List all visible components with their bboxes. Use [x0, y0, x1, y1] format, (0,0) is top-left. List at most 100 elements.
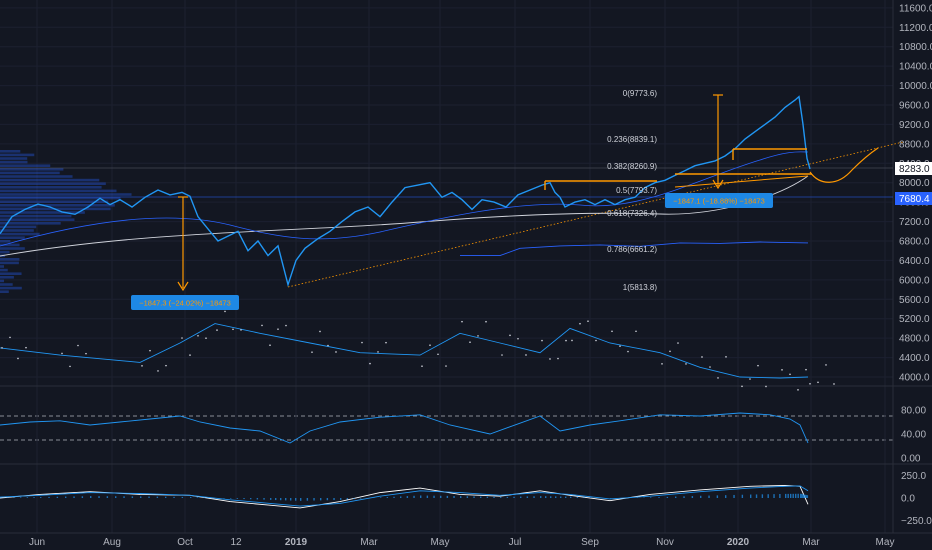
macd-histogram-bar [413, 495, 415, 498]
indicator-dot [595, 339, 597, 342]
macd-histogram-bar [123, 496, 125, 498]
indicator-dot [765, 385, 767, 388]
indicator-dot [77, 344, 79, 347]
trendline-dotted[interactable] [287, 141, 904, 288]
indicator-dot [619, 345, 621, 347]
macd-histogram-bar [300, 498, 302, 501]
macd-histogram-bar [570, 496, 572, 498]
current-price-badge[interactable]: 8283.0 [895, 162, 932, 175]
time-tick-label: Sep [581, 537, 599, 548]
macd-histogram-bar [426, 495, 429, 498]
indicator-dot [165, 364, 167, 367]
price-tick-label: 4000.0 [899, 373, 930, 384]
volume-profile-bar [0, 200, 109, 203]
volume-profile-bar [0, 268, 8, 272]
macd-histogram-bar [506, 496, 509, 498]
macd-histogram-bar [658, 497, 660, 498]
indicator-dot [485, 320, 487, 323]
volume-profile-bar [0, 189, 117, 193]
indicator-dot [240, 329, 242, 331]
macd-histogram-bar [550, 496, 552, 498]
macd-histogram-bar [473, 496, 475, 498]
macd-histogram-bar [73, 496, 75, 498]
indicator-dot [541, 339, 543, 342]
indicator-dot [525, 354, 527, 356]
indicator-dot [565, 339, 567, 342]
indicator-dot [725, 356, 727, 358]
indicator-dot [369, 362, 371, 365]
macd-histogram-bar [802, 494, 805, 498]
indicator-dot [437, 353, 439, 356]
macd-histogram-bar [393, 496, 395, 498]
fibonacci-retracement[interactable]: 0(9773.6) 0.236(8839.1) 0.382(8260.9) 0.5(7… [607, 89, 657, 292]
time-tick-label: Oct [177, 537, 193, 548]
macd-tick-label: 0.0 [901, 494, 915, 505]
indicator-dot [781, 369, 783, 371]
macd-tick-label: 250.0 [901, 471, 926, 482]
macd-histogram-bar [804, 494, 806, 498]
macd-histogram-bar [346, 498, 349, 500]
annotations[interactable] [177, 94, 879, 292]
volume-profile-bar [0, 240, 11, 243]
indicator-dot [445, 365, 447, 367]
macd-histogram-bar [446, 495, 449, 498]
measure-arrowhead-left [177, 281, 189, 292]
series-rsi [0, 412, 809, 444]
time-tick-label: Nov [656, 537, 674, 548]
volume-profile [0, 150, 132, 293]
indicator-dot [385, 341, 387, 344]
macd-histogram-bar [65, 496, 67, 498]
time-tick-label: Jul [509, 537, 522, 548]
series-secondary [460, 241, 809, 257]
fib-level-label: 0(9773.6) [623, 89, 658, 98]
time-tick-label: Mar [360, 537, 378, 548]
macd-histogram-bar [755, 494, 758, 498]
indicator-dot [157, 370, 159, 372]
measure-badge-left[interactable]: −1847.3 (−24.02%) −18473 [131, 295, 239, 310]
macd-histogram-bar [295, 498, 297, 501]
indicator-dot [335, 351, 337, 353]
indicator-dot [709, 366, 711, 368]
macd-histogram-bar [675, 496, 677, 498]
moving-average-long [0, 175, 809, 257]
volume-profile-bar [0, 290, 9, 293]
measure-label-left: −1847.3 (−24.02%) −18473 [139, 299, 231, 308]
indicator-dot [833, 383, 835, 385]
indicator-dot [635, 330, 637, 333]
macd-histogram-bar [565, 496, 567, 498]
volume-profile-bar [0, 283, 13, 286]
macd-histogram-bar [716, 495, 719, 498]
volume-profile-bar [0, 150, 21, 153]
volume-profile-bar [0, 182, 106, 185]
projection-curve[interactable] [809, 147, 879, 183]
macd-histogram-bar [767, 494, 769, 498]
price-tick-label: 7200.0 [899, 217, 930, 228]
macd-histogram-bar [466, 496, 469, 498]
macd-histogram-bar [400, 496, 402, 498]
macd-histogram-bar [520, 496, 522, 498]
macd-histogram-bar [453, 496, 455, 498]
secondary-price-badge[interactable]: 7680.4 [895, 192, 932, 205]
measure-badge-right[interactable]: −1847.1 (−18.88%) −18473 [665, 193, 773, 208]
indicator-dot [197, 335, 199, 337]
volume-profile-bar [0, 218, 75, 221]
support-wedge[interactable] [674, 175, 809, 188]
indicator-dot [9, 336, 11, 339]
indicator-dot [469, 341, 471, 344]
macd-histogram-bar [230, 498, 232, 499]
price-tick-label: 11600.0 [899, 3, 932, 14]
fib-level-label: 0.5(7793.7) [616, 186, 657, 195]
indicator-dot [61, 352, 63, 355]
fib-level-label: 1(5813.8) [623, 283, 658, 292]
time-tick-label: May [431, 537, 450, 548]
price-tick-label: 5600.0 [899, 295, 930, 306]
indicator-dot [717, 377, 719, 379]
time-tick-label: 2020 [727, 537, 750, 548]
volume-profile-bar [0, 164, 51, 167]
macd-histogram-bar [313, 498, 315, 501]
indicator-dot [69, 365, 71, 368]
indicator-dot [277, 328, 279, 330]
macd-histogram-bar [440, 495, 442, 498]
series-layer[interactable] [0, 95, 835, 509]
